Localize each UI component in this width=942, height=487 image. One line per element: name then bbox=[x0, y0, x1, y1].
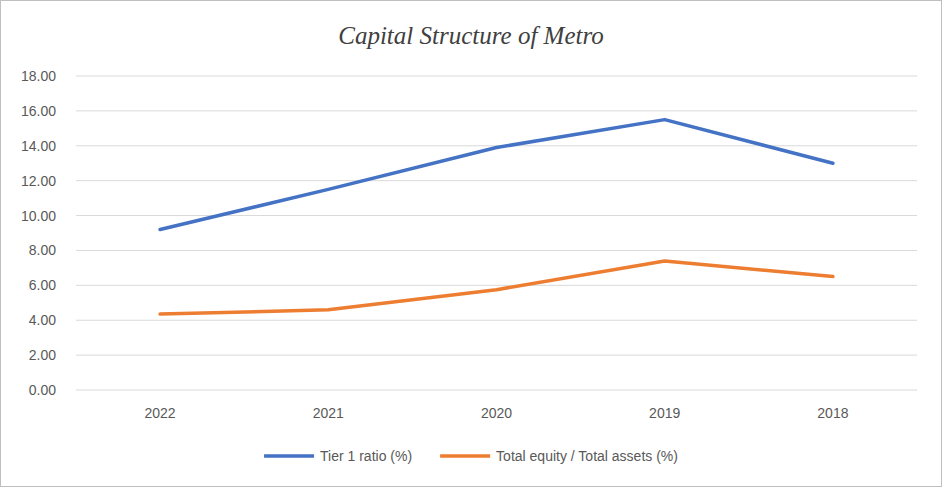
y-tick-label: 2.00 bbox=[29, 347, 56, 363]
legend: Tier 1 ratio (%) Total equity / Total ass… bbox=[264, 448, 678, 464]
legend-label: Tier 1 ratio (%) bbox=[320, 448, 412, 464]
series-group bbox=[160, 120, 833, 315]
x-tick-label: 2018 bbox=[817, 405, 848, 421]
y-tick-label: 10.00 bbox=[21, 208, 56, 224]
chart-svg: Capital Structure of Metro 0.00 2.00 4.00 6.… bbox=[0, 0, 942, 487]
y-tick-label: 14.00 bbox=[21, 138, 56, 154]
chart-border bbox=[1, 1, 942, 487]
grid-line bbox=[76, 250, 917, 251]
grid-line bbox=[76, 355, 917, 356]
x-tick-label: 2019 bbox=[649, 405, 680, 421]
y-tick-label: 8.00 bbox=[29, 242, 56, 258]
x-tick-label: 2020 bbox=[481, 405, 512, 421]
legend-swatch bbox=[440, 454, 490, 458]
x-tick-label: 2021 bbox=[313, 405, 344, 421]
grid-line bbox=[76, 390, 917, 391]
y-tick-label: 12.00 bbox=[21, 173, 56, 189]
series-line bbox=[160, 261, 833, 314]
chart-title: Capital Structure of Metro bbox=[338, 22, 604, 49]
legend-label: Total equity / Total assets (%) bbox=[496, 448, 678, 464]
grid-line bbox=[76, 76, 917, 77]
grid-line bbox=[76, 285, 917, 286]
grid-line bbox=[76, 215, 917, 216]
chart-container: Capital Structure of Metro 0.00 2.00 4.00 6.… bbox=[0, 0, 942, 487]
y-tick-label: 0.00 bbox=[29, 382, 56, 398]
legend-swatch bbox=[264, 454, 314, 458]
grid-line bbox=[76, 320, 917, 321]
grid bbox=[76, 76, 917, 390]
y-tick-label: 18.00 bbox=[21, 68, 56, 84]
x-tick-label: 2022 bbox=[145, 405, 176, 421]
y-tick-label: 16.00 bbox=[21, 103, 56, 119]
y-tick-label: 4.00 bbox=[29, 312, 56, 328]
series-line bbox=[160, 120, 833, 230]
grid-line bbox=[76, 110, 917, 111]
grid-line bbox=[76, 180, 917, 181]
y-tick-label: 6.00 bbox=[29, 277, 56, 293]
